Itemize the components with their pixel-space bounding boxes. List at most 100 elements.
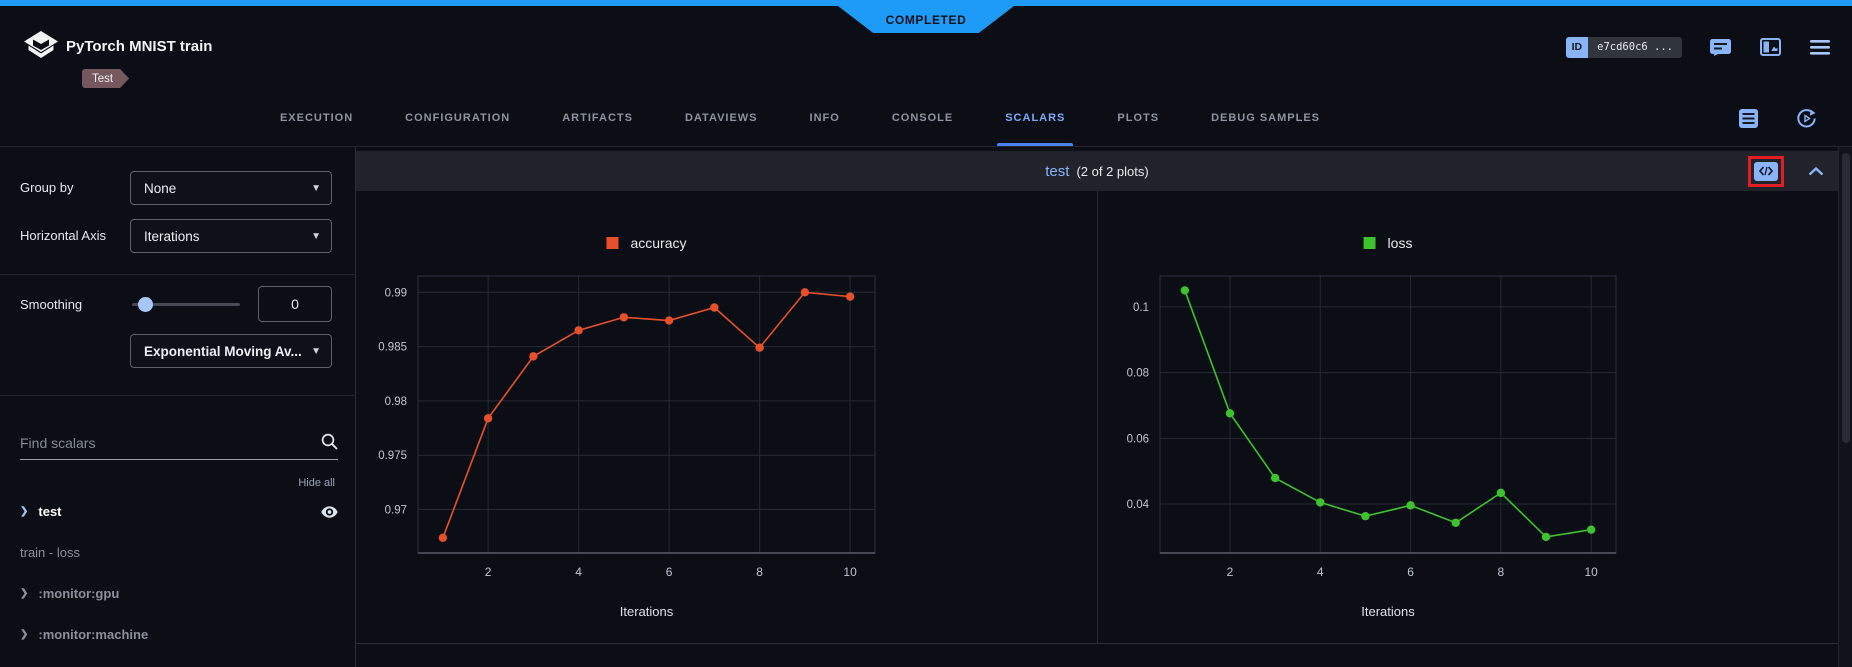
horizontal-axis-label: Horizontal Axis	[20, 228, 106, 243]
auto-refresh-button[interactable]	[1794, 107, 1818, 129]
svg-text:0.08: 0.08	[1127, 368, 1149, 380]
tab-scalars[interactable]: SCALARS	[997, 90, 1074, 146]
chevron-down-icon: ▼	[311, 182, 321, 194]
tab-row: EXECUTION CONFIGURATION ARTIFACTS DATAVIEWS…	[0, 90, 1852, 146]
svg-text:10: 10	[1584, 565, 1598, 579]
experiment-id-chip[interactable]: ID e7cd60c6 ...	[1565, 36, 1682, 58]
comments-button[interactable]	[1708, 36, 1732, 58]
vertical-scrollbar[interactable]	[1838, 147, 1852, 667]
divider	[0, 395, 356, 396]
tab-plots[interactable]: PLOTS	[1117, 112, 1160, 124]
id-label: ID	[1565, 36, 1589, 58]
svg-text:6: 6	[1407, 565, 1414, 579]
charts-row: 0.97 0.975 0.98 0.985 0.99 2 4 6 8 10 Iterations ac…	[356, 191, 1838, 644]
hamburger-menu-icon	[1810, 39, 1830, 55]
plot-group-count: (2 of 2 plots)	[1076, 163, 1149, 179]
group-by-select[interactable]: None ▼	[130, 171, 332, 205]
chevron-up-icon	[1808, 166, 1824, 175]
experiment-tag[interactable]: Test	[82, 69, 129, 88]
svg-text:0.04: 0.04	[1127, 499, 1150, 511]
code-icon	[1759, 166, 1773, 176]
svg-text:0.06: 0.06	[1127, 433, 1149, 445]
experiment-title: PyTorch MNIST train	[66, 38, 213, 55]
svg-text:accuracy: accuracy	[630, 235, 686, 251]
eye-icon[interactable]	[321, 505, 338, 518]
svg-text:Iterations: Iterations	[1361, 604, 1415, 619]
sidebar-item-label: :monitor:gpu	[38, 586, 120, 601]
chart-svg: 0.97 0.975 0.98 0.985 0.99 2 4 6 8 10 Iterations ac…	[378, 235, 876, 619]
divider	[0, 274, 356, 275]
refresh-play-icon	[1796, 108, 1816, 127]
tabs: EXECUTION CONFIGURATION ARTIFACTS DATAVIEWS…	[0, 90, 1600, 146]
svg-text:0.975: 0.975	[378, 450, 407, 462]
scrollbar-thumb[interactable]	[1842, 153, 1850, 443]
sidebar-item-label: :monitor:machine	[38, 627, 149, 642]
menu-button[interactable]	[1808, 36, 1832, 58]
svg-text:Iterations: Iterations	[620, 604, 674, 619]
svg-text:2: 2	[1227, 565, 1234, 579]
table-list-icon	[1738, 108, 1758, 128]
app-header: PyTorch MNIST train Test ID e7cd60c6 ...	[0, 6, 1852, 90]
group-by-value: None	[144, 180, 177, 196]
search-input[interactable]	[20, 431, 338, 460]
top-status-bar	[0, 0, 1852, 6]
horizontal-axis-select[interactable]: Iterations ▼	[130, 219, 332, 253]
tab-console[interactable]: CONSOLE	[891, 112, 954, 124]
sidebar-item-monitor-machine[interactable]: ❯ :monitor:machine	[0, 614, 356, 655]
chevron-down-icon: ▼	[311, 230, 321, 242]
tab-info[interactable]: INFO	[809, 112, 840, 124]
chevron-right-icon: ❯	[20, 506, 29, 517]
svg-text:0.99: 0.99	[385, 287, 407, 299]
details-panel-button[interactable]	[1758, 36, 1782, 58]
svg-text:0.98: 0.98	[385, 396, 407, 408]
scalars-sidebar: Group by None ▼ Horizontal Axis Iteratio…	[0, 147, 356, 667]
smoothing-value-input[interactable]	[258, 286, 332, 322]
sidebar-item-test[interactable]: ❯ test	[0, 491, 356, 532]
svg-text:2: 2	[485, 565, 492, 579]
svg-text:0.985: 0.985	[378, 342, 407, 354]
smoothing-method-value: Exponential Moving Av...	[144, 343, 302, 359]
svg-text:8: 8	[756, 565, 763, 579]
scalars-main: test (2 of 2 plots)	[356, 147, 1838, 667]
panel-layout-icon	[1759, 38, 1781, 56]
plot-group-title[interactable]: test	[1045, 162, 1070, 180]
id-value: e7cd60c6 ...	[1588, 36, 1682, 58]
svg-text:8: 8	[1498, 565, 1505, 579]
clearml-logo-icon	[24, 31, 58, 58]
smoothing-slider-thumb[interactable]	[138, 297, 153, 312]
svg-text:loss: loss	[1388, 235, 1413, 251]
highlight-red-box	[1748, 155, 1784, 187]
smoothing-label: Smoothing	[20, 297, 83, 312]
smoothing-slider[interactable]	[132, 297, 240, 312]
tab-artifacts[interactable]: ARTIFACTS	[562, 112, 633, 124]
tab-dataviews[interactable]: DATAVIEWS	[684, 112, 758, 124]
comment-icon	[1709, 38, 1731, 56]
group-by-label: Group by	[20, 180, 74, 195]
hide-all-button[interactable]: Hide all	[298, 477, 335, 489]
metrics-table-button[interactable]	[1736, 107, 1760, 129]
tab-execution[interactable]: EXECUTION	[279, 112, 354, 124]
search-icon[interactable]	[321, 433, 338, 450]
chart-svg: 0.04 0.06 0.08 0.1 2 4 6 8 10 Iterations loss	[1127, 235, 1617, 619]
tab-debug-samples[interactable]: DEBUG SAMPLES	[1211, 112, 1321, 124]
chart-accuracy: 0.97 0.975 0.98 0.985 0.99 2 4 6 8 10 Iterations ac…	[356, 191, 1097, 644]
sidebar-item-monitor-gpu[interactable]: ❯ :monitor:gpu	[0, 573, 356, 614]
tab-configuration[interactable]: CONFIGURATION	[405, 112, 511, 124]
chevron-right-icon: ❯	[20, 629, 29, 640]
sidebar-item-train-loss[interactable]: train - loss	[0, 532, 356, 573]
embed-code-button[interactable]	[1754, 161, 1778, 181]
smoothing-method-select[interactable]: Exponential Moving Av... ▼	[130, 334, 332, 368]
collapse-group-button[interactable]	[1804, 160, 1828, 182]
scalar-list: ❯ test train - loss ❯ :monitor:gpu ❯ :monitor:…	[0, 491, 356, 655]
chart-loss: 0.04 0.06 0.08 0.1 2 4 6 8 10 Iterations loss	[1097, 191, 1838, 644]
svg-text:0.1: 0.1	[1133, 302, 1149, 314]
chevron-right-icon: ❯	[20, 588, 29, 599]
plot-group-header: test (2 of 2 plots)	[356, 151, 1838, 191]
svg-text:4: 4	[1317, 565, 1324, 579]
svg-text:6: 6	[666, 565, 673, 579]
svg-text:0.97: 0.97	[385, 505, 407, 517]
chevron-down-icon: ▼	[311, 345, 321, 357]
sidebar-item-label: test	[38, 504, 62, 519]
svg-text:10: 10	[843, 565, 857, 579]
svg-text:4: 4	[575, 565, 582, 579]
